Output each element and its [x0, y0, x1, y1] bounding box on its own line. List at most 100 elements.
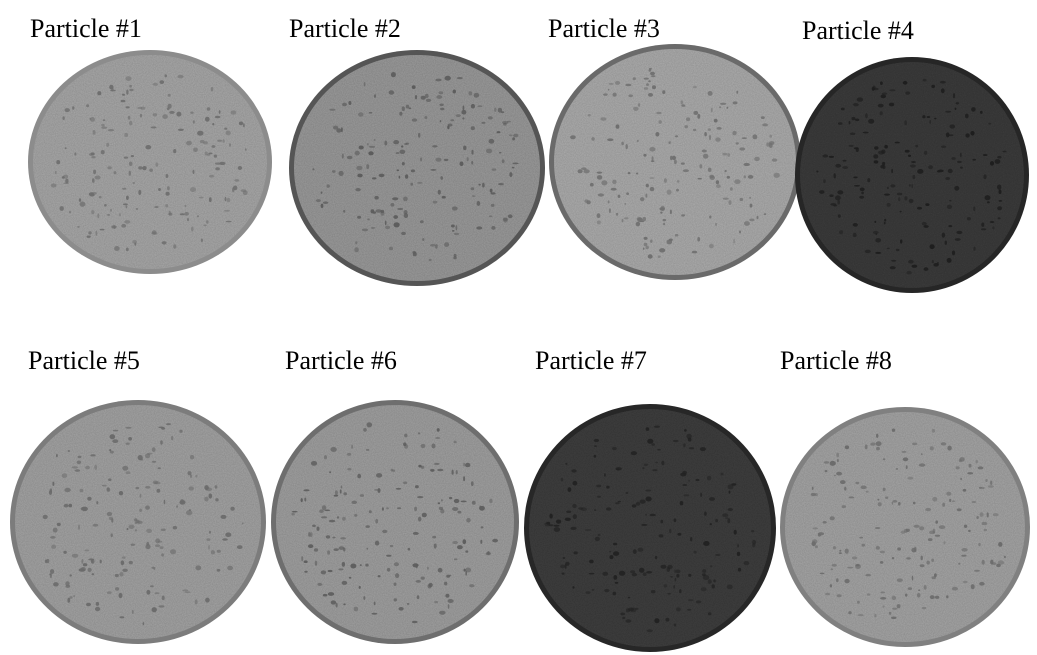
pore	[211, 550, 215, 554]
pore	[565, 564, 567, 569]
pore	[976, 460, 978, 463]
pore	[609, 83, 614, 85]
pore	[124, 220, 130, 224]
pore	[957, 508, 962, 511]
pore	[323, 594, 328, 597]
pore	[889, 612, 892, 615]
pore	[107, 591, 112, 594]
pore	[329, 471, 331, 473]
pore	[171, 436, 173, 440]
pore	[693, 111, 698, 115]
pore	[359, 586, 361, 589]
pore	[998, 542, 1002, 547]
pore	[136, 487, 140, 489]
pore	[404, 444, 408, 448]
pore	[96, 501, 98, 504]
pore	[304, 560, 308, 563]
pore	[626, 144, 628, 149]
pore	[128, 437, 132, 441]
pore	[50, 569, 54, 574]
pore	[308, 544, 313, 548]
pore	[572, 504, 576, 508]
pore	[197, 215, 199, 217]
pore	[138, 166, 142, 169]
pore	[413, 532, 419, 535]
pore	[359, 146, 364, 150]
pore	[134, 518, 137, 521]
pore	[937, 262, 939, 265]
pore	[410, 183, 413, 186]
pore	[757, 216, 759, 220]
pore	[835, 164, 841, 168]
pore	[860, 188, 865, 192]
pore	[90, 454, 95, 456]
pore	[656, 112, 661, 114]
pore	[412, 118, 417, 121]
pore	[992, 562, 997, 565]
pore	[143, 622, 145, 625]
pore	[616, 124, 620, 128]
pore	[378, 575, 381, 577]
pore	[903, 81, 908, 85]
pore	[492, 539, 498, 543]
pore	[335, 490, 338, 495]
pore	[906, 465, 908, 469]
pore	[129, 561, 133, 564]
pore	[667, 593, 671, 595]
pore	[643, 217, 646, 221]
pore	[374, 139, 376, 141]
pore	[739, 147, 745, 150]
pore	[750, 204, 753, 208]
pore	[876, 434, 878, 438]
pore	[168, 94, 171, 97]
pore	[342, 562, 345, 567]
pore	[107, 214, 110, 216]
pore	[959, 457, 964, 462]
pore	[853, 177, 857, 179]
pore	[456, 470, 458, 474]
pore	[648, 93, 653, 97]
pore	[392, 197, 398, 200]
pore	[394, 562, 399, 566]
pore	[980, 512, 984, 517]
pore	[877, 499, 879, 501]
pore	[597, 221, 601, 225]
pore	[129, 85, 132, 88]
pore	[108, 129, 114, 131]
pore	[845, 549, 849, 554]
pore	[179, 430, 182, 433]
pore	[853, 233, 857, 237]
pore	[944, 541, 946, 544]
pore	[723, 198, 729, 200]
pore	[852, 117, 856, 120]
pore	[737, 552, 740, 556]
pore	[81, 567, 86, 572]
pore	[214, 155, 217, 158]
pore	[710, 523, 712, 525]
pore	[463, 146, 466, 151]
particle-panel: Particle #2	[289, 14, 545, 286]
pore	[488, 116, 493, 119]
pore	[110, 434, 116, 439]
pore	[385, 226, 390, 230]
pore	[332, 170, 336, 173]
pore	[96, 231, 98, 236]
pore	[201, 239, 203, 243]
pore	[880, 165, 884, 168]
pore	[80, 202, 86, 207]
pore	[379, 174, 385, 178]
pore	[688, 574, 691, 577]
pore	[573, 481, 578, 486]
pore	[917, 207, 922, 210]
pore	[927, 561, 930, 565]
pore	[222, 538, 228, 540]
pore	[636, 502, 640, 506]
pore	[155, 163, 158, 167]
pore	[126, 471, 131, 474]
pore	[360, 494, 364, 497]
pore	[462, 117, 464, 119]
pore	[967, 472, 973, 474]
pore	[560, 565, 565, 569]
pore	[145, 544, 150, 549]
pore	[86, 104, 89, 107]
